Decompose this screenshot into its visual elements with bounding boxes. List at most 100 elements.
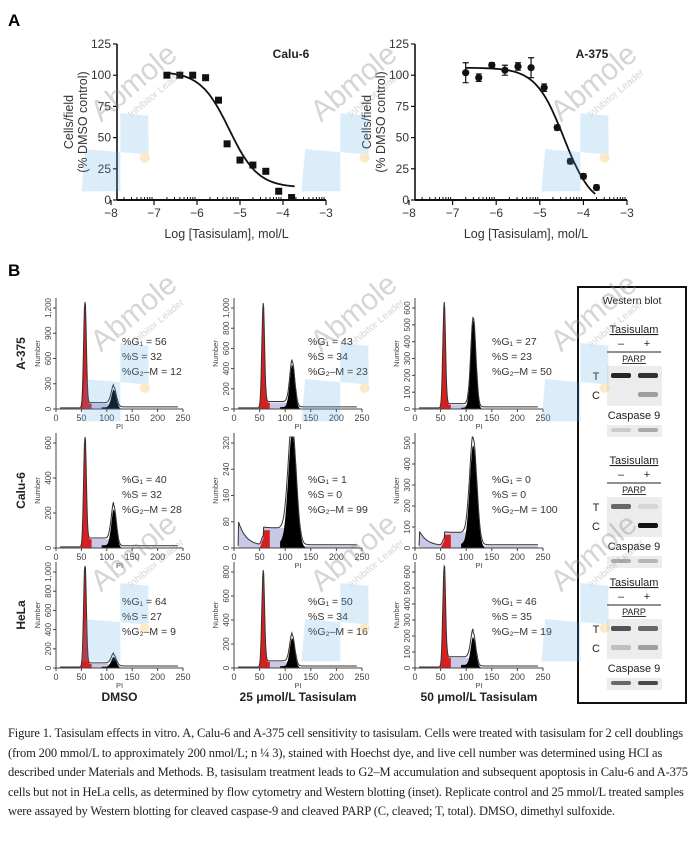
dose-response-chart-calu-6: 0 25 50 75 100 125 −8 −7 −6 −5 −4 −3 Log [Tasisulam]…: [62, 37, 333, 241]
histogram-a-375-25um: 0 200 400 600 800 1,000 0 50 100 150 200 250 PI Numbe…: [211, 297, 370, 431]
g2m-percent: %G₂–M = 28: [122, 504, 182, 516]
y-tick-label: 400: [222, 613, 231, 627]
data-point: [527, 64, 535, 72]
g1-peak: [257, 304, 270, 409]
x-tick-label: 200: [150, 552, 165, 562]
band-total: [638, 373, 658, 378]
y-tick-label: 0: [403, 545, 412, 550]
x-tick-label: 0: [231, 413, 236, 423]
watermark-logo-shape: [81, 343, 149, 422]
y-tick-label: 100: [389, 68, 409, 82]
y-tick-label: 0: [222, 545, 231, 550]
histogram-calu-6-50um: 0 100 200 300 400 500 0 50 100 150 200 250 PI Number%…: [392, 433, 558, 570]
chart-title: Calu-6: [273, 47, 310, 61]
x-tick-label: 0: [231, 552, 236, 562]
x-tick-label: 200: [510, 672, 525, 682]
parp-label: PARP: [622, 354, 646, 364]
y-tick-label: 800: [222, 565, 231, 579]
g2m-peak: [101, 656, 128, 668]
histogram-outline: [419, 564, 538, 668]
y-axis-label: Number: [33, 340, 42, 367]
band-cleaved: [638, 523, 658, 528]
caspase-label: Caspase 9: [608, 541, 661, 553]
histogram-hela-50um: 0 100 200 300 400 500 600 0 50 100 150 200 250 PI Numb…: [392, 562, 552, 690]
watermark-dot: [359, 622, 370, 633]
x-axis-label: PI: [116, 681, 123, 690]
band-caspase: [638, 681, 658, 685]
y-tick-label: 240: [222, 462, 231, 476]
x-tick-label: 0: [53, 552, 58, 562]
g2m-percent: %G₂–M = 19: [492, 626, 552, 638]
g1-percent: %G₁ = 46: [492, 596, 537, 608]
x-tick-label: 200: [510, 413, 525, 423]
watermark-logo-shape: [301, 343, 369, 422]
band-total: [638, 626, 658, 631]
x-tick-label: −5: [233, 206, 247, 220]
g1-percent: %G₁ = 50: [308, 596, 353, 608]
g2m-percent: %G₂–M = 100: [492, 504, 558, 516]
g1-percent: %G₁ = 1: [308, 474, 347, 486]
data-point: [262, 167, 270, 175]
histogram-outline: [418, 436, 538, 546]
g1-peak: [78, 566, 92, 668]
y-tick-label: 100: [403, 520, 412, 534]
x-tick-label: 100: [99, 552, 114, 562]
y-axis-label: (% DMSO control): [76, 71, 90, 172]
g2m-peak: [101, 509, 128, 548]
y-tick-label: 0: [104, 193, 111, 207]
y-tick-label: 0: [403, 665, 412, 670]
g1-percent: %G₁ = 27: [492, 336, 537, 348]
g1-peak: [257, 571, 270, 668]
panel-b-label: B: [8, 261, 20, 280]
x-tick-label: 100: [459, 413, 474, 423]
x-axis-label: PI: [475, 681, 482, 690]
x-tick-label: 50: [255, 413, 265, 423]
x-tick-label: −4: [577, 206, 591, 220]
y-tick-label: 600: [222, 589, 231, 603]
y-tick-label: 200: [222, 637, 231, 651]
band-caspase: [611, 559, 631, 563]
data-point: [189, 71, 197, 79]
x-tick-label: 250: [354, 413, 369, 423]
x-tick-label: 150: [125, 552, 140, 562]
s-percent: %S = 34: [308, 351, 348, 363]
x-tick-label: 50: [76, 413, 86, 423]
minus-label: –: [618, 338, 625, 350]
data-point: [462, 69, 470, 77]
y-tick-label: 300: [403, 478, 412, 492]
y-tick-label: 0: [222, 665, 231, 670]
y-axis-label: (% DMSO control): [374, 71, 388, 172]
histogram-hela-25um: 0 200 400 600 800 0 50 100 150 200 250 PI Number %G₁ …: [211, 562, 370, 690]
plus-label: +: [644, 338, 650, 350]
figure: A 0 25 50 75 100 125 −8 −7 −6 −5 −4 −3 Log [Tasisula…: [8, 11, 687, 704]
data-point: [215, 96, 222, 104]
y-axis-label: Number: [392, 340, 401, 367]
y-tick-label: 800: [44, 584, 53, 598]
x-tick-label: 0: [412, 672, 417, 682]
g1-peak: [438, 566, 451, 668]
band-caspase: [611, 428, 631, 432]
watermark-logo-shape: [541, 343, 609, 422]
x-tick-label: 50: [436, 413, 446, 423]
x-axis-label: PI: [475, 422, 482, 431]
y-tick-label: 160: [222, 488, 231, 502]
data-point: [566, 157, 574, 165]
y-axis-label: Number: [33, 601, 42, 628]
x-tick-label: 250: [354, 552, 369, 562]
band-cleaved: [638, 645, 658, 650]
x-axis-label: PI: [116, 561, 123, 570]
data-point: [540, 84, 548, 92]
y-tick-label: 600: [44, 603, 53, 617]
x-tick-label: 0: [53, 413, 58, 423]
g2m-percent: %G₂–M = 99: [308, 504, 368, 516]
y-tick-label: 1,000: [44, 561, 53, 582]
x-tick-label: −3: [620, 206, 634, 220]
x-tick-label: 150: [484, 672, 499, 682]
chart-title: A-375: [576, 47, 609, 61]
g1-percent: %G₁ = 0: [492, 474, 531, 486]
minus-label: –: [618, 469, 625, 481]
x-tick-label: 250: [535, 413, 550, 423]
x-tick-label: −3: [319, 206, 333, 220]
y-axis-label: Number: [33, 477, 42, 504]
